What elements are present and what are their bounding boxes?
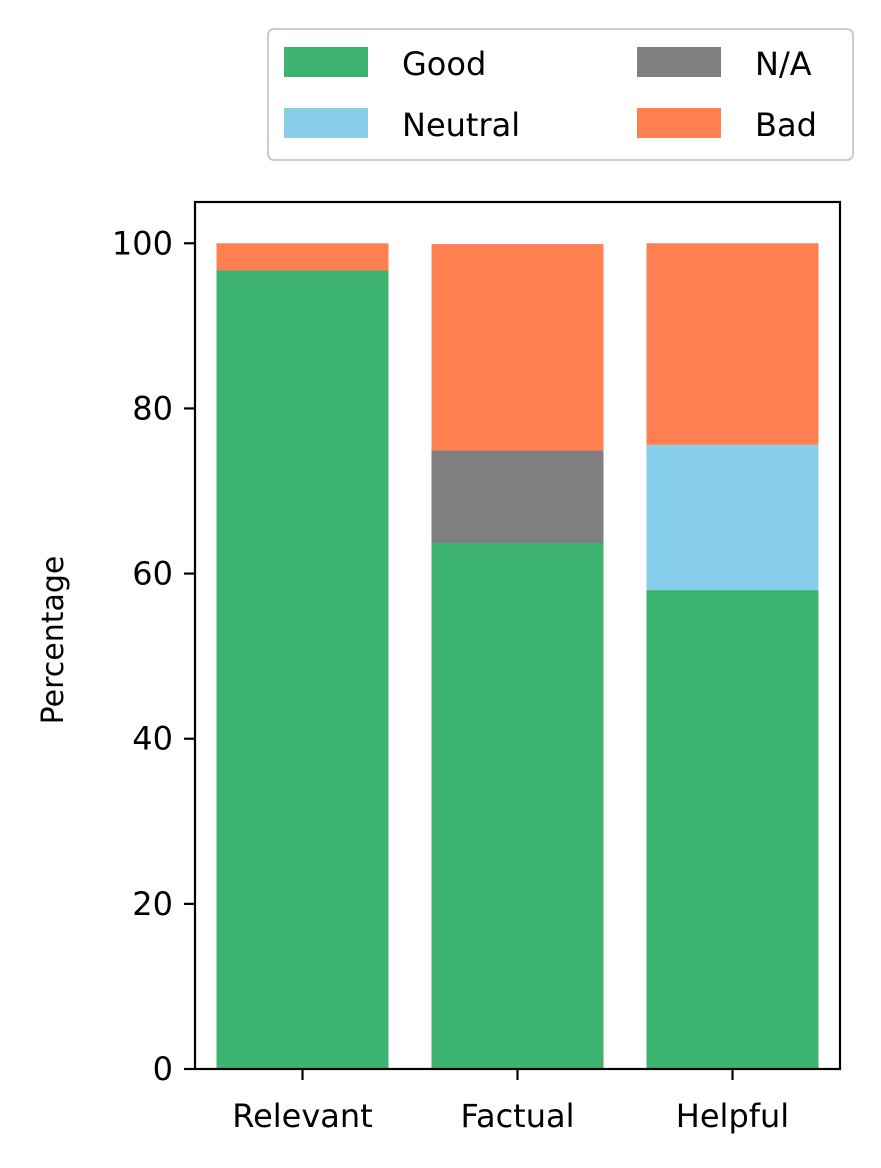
x-tick-label-factual: Factual (461, 1097, 575, 1135)
y-tick-label: 0 (153, 1050, 173, 1088)
legend-swatch-neutral (284, 108, 368, 138)
legend-label-neutral: Neutral (402, 106, 520, 144)
legend-swatch-n-a (637, 47, 721, 77)
bar-relevant-bad (216, 243, 389, 271)
y-tick-label: 20 (132, 885, 173, 923)
bars-group (216, 243, 819, 1069)
plot-frame (193, 200, 842, 1071)
bar-helpful-bad (646, 243, 819, 445)
bar-factual-n-a (431, 450, 604, 544)
legend-swatch-bad (637, 108, 721, 138)
bar-relevant-good (216, 270, 389, 1069)
bar-helpful-neutral (646, 444, 819, 591)
x-axis-ticks: Relevant Factual Helpful (232, 1069, 789, 1135)
legend: Good Neutral N/A Bad (267, 28, 854, 161)
bar-factual-good (431, 543, 604, 1069)
y-axis-ticks: 0 20 40 60 80 100 (112, 224, 195, 1088)
x-tick-label-relevant: Relevant (232, 1097, 372, 1135)
legend-label-bad: Bad (755, 106, 817, 144)
legend-label-good: Good (402, 45, 486, 83)
y-tick-label: 40 (132, 720, 173, 758)
legend-label-n-a: N/A (755, 45, 812, 83)
legend-swatch-good (284, 47, 368, 77)
bar-helpful-good (646, 590, 819, 1069)
x-tick-label-helpful: Helpful (676, 1097, 789, 1135)
y-axis-label: Percentage (36, 556, 71, 725)
bar-factual-bad (431, 244, 604, 451)
y-tick-label: 80 (132, 389, 173, 427)
y-tick-label: 100 (112, 224, 173, 262)
y-tick-label: 60 (132, 555, 173, 593)
